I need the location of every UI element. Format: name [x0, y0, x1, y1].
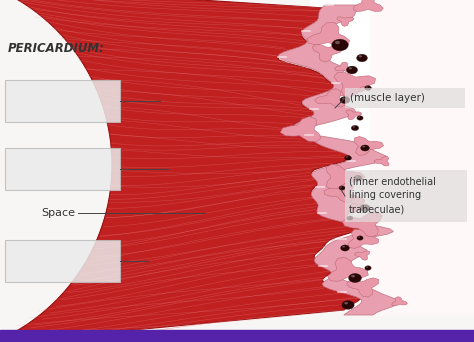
Ellipse shape — [344, 302, 348, 304]
Bar — [310, 0, 474, 310]
Ellipse shape — [365, 266, 371, 270]
Polygon shape — [346, 278, 379, 297]
Ellipse shape — [340, 96, 350, 104]
Polygon shape — [0, 0, 126, 342]
Ellipse shape — [342, 97, 345, 100]
Ellipse shape — [335, 41, 340, 44]
Polygon shape — [280, 117, 321, 142]
Ellipse shape — [339, 186, 345, 190]
Ellipse shape — [353, 126, 355, 128]
Polygon shape — [0, 0, 138, 342]
Polygon shape — [3, 0, 150, 342]
Ellipse shape — [358, 236, 360, 238]
Polygon shape — [346, 110, 362, 119]
Polygon shape — [279, 5, 399, 315]
Ellipse shape — [361, 145, 369, 151]
Polygon shape — [350, 203, 365, 213]
Polygon shape — [354, 251, 370, 260]
Ellipse shape — [346, 66, 357, 74]
Ellipse shape — [348, 274, 362, 282]
Polygon shape — [348, 229, 379, 248]
Ellipse shape — [362, 206, 365, 208]
Bar — [370, 0, 474, 315]
Ellipse shape — [341, 245, 349, 251]
Ellipse shape — [351, 275, 355, 277]
Polygon shape — [5, 0, 168, 342]
Polygon shape — [335, 62, 351, 72]
Ellipse shape — [347, 216, 353, 220]
Text: PERICARDIUM:: PERICARDIUM: — [8, 41, 105, 54]
Ellipse shape — [346, 156, 348, 158]
Polygon shape — [354, 136, 383, 155]
Ellipse shape — [348, 216, 350, 218]
FancyBboxPatch shape — [5, 148, 120, 190]
FancyBboxPatch shape — [5, 240, 120, 282]
Polygon shape — [327, 164, 365, 190]
Ellipse shape — [366, 86, 368, 88]
Ellipse shape — [360, 205, 370, 212]
Polygon shape — [0, 0, 363, 342]
Polygon shape — [312, 44, 343, 62]
FancyBboxPatch shape — [5, 80, 120, 122]
Ellipse shape — [332, 39, 348, 51]
Polygon shape — [353, 0, 383, 12]
Ellipse shape — [358, 116, 360, 118]
Ellipse shape — [366, 266, 368, 268]
Polygon shape — [337, 17, 354, 26]
Ellipse shape — [349, 67, 352, 69]
Polygon shape — [328, 257, 368, 281]
Bar — [345, 170, 467, 222]
Ellipse shape — [359, 55, 362, 57]
Text: (muscle layer): (muscle layer) — [350, 93, 425, 103]
Polygon shape — [334, 73, 375, 97]
Polygon shape — [342, 212, 382, 237]
Ellipse shape — [354, 175, 362, 181]
Polygon shape — [324, 183, 354, 202]
Polygon shape — [0, 0, 146, 342]
Polygon shape — [315, 89, 345, 107]
Polygon shape — [308, 23, 349, 47]
Ellipse shape — [357, 116, 363, 120]
Ellipse shape — [356, 54, 367, 62]
Ellipse shape — [365, 86, 371, 90]
Ellipse shape — [340, 186, 342, 188]
Ellipse shape — [342, 301, 354, 309]
Ellipse shape — [357, 236, 363, 240]
Bar — [345, 88, 465, 108]
Ellipse shape — [345, 156, 351, 160]
Ellipse shape — [363, 146, 365, 147]
Ellipse shape — [342, 246, 345, 248]
Polygon shape — [374, 156, 389, 166]
Polygon shape — [392, 297, 407, 306]
Text: (inner endothelial
lining covering
trabeculae): (inner endothelial lining covering trabe… — [349, 176, 436, 214]
Polygon shape — [0, 0, 116, 342]
Ellipse shape — [351, 126, 359, 131]
Text: Space: Space — [41, 208, 75, 218]
Ellipse shape — [356, 176, 358, 177]
Bar — [0, 330, 474, 342]
